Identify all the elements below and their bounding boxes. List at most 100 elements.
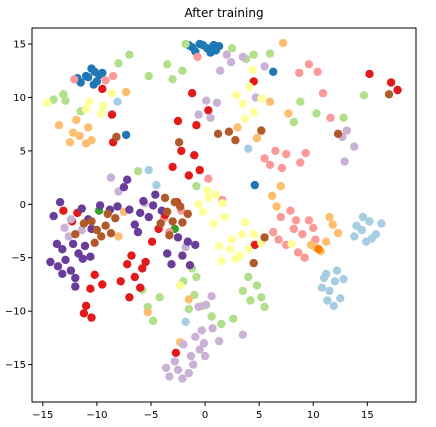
data-point <box>77 204 87 213</box>
data-point <box>309 223 318 232</box>
data-point <box>133 167 143 176</box>
data-point <box>174 138 184 147</box>
data-point <box>179 340 188 349</box>
data-point <box>240 218 250 227</box>
data-point <box>386 78 396 87</box>
data-point <box>98 68 107 78</box>
data-point <box>72 115 81 125</box>
data-point <box>136 283 145 292</box>
data-point <box>325 286 334 296</box>
data-point <box>161 363 171 372</box>
data-point <box>173 116 183 126</box>
data-point <box>186 351 196 361</box>
data-point <box>66 215 76 224</box>
data-point <box>113 202 122 211</box>
data-point <box>190 151 199 160</box>
data-point <box>269 67 278 77</box>
data-point <box>333 129 343 138</box>
data-point <box>195 345 204 354</box>
data-point <box>148 201 158 210</box>
data-point <box>314 245 323 254</box>
y-tick-label: −10 <box>5 307 26 318</box>
data-point <box>138 264 147 273</box>
data-point <box>276 181 285 191</box>
data-point <box>173 365 183 375</box>
data-point <box>58 269 67 278</box>
data-point <box>260 302 269 312</box>
data-point <box>377 219 386 228</box>
data-point <box>277 163 287 173</box>
chart-title: After training <box>184 6 263 20</box>
data-point <box>319 273 329 283</box>
data-point <box>222 50 231 59</box>
data-point <box>152 180 161 190</box>
data-point <box>200 351 210 361</box>
data-point <box>148 316 158 325</box>
data-point <box>144 165 153 175</box>
data-point <box>61 255 70 265</box>
data-point <box>367 234 376 243</box>
data-point <box>87 313 96 322</box>
data-point <box>284 109 293 118</box>
data-point <box>80 241 90 251</box>
data-point <box>112 132 121 142</box>
data-point <box>168 162 177 172</box>
data-point <box>77 225 87 235</box>
data-point <box>203 186 212 195</box>
data-point <box>237 230 246 239</box>
x-tick-label: −10 <box>86 410 107 421</box>
data-point <box>224 127 234 136</box>
data-point <box>58 245 67 254</box>
data-point <box>53 262 63 271</box>
data-point <box>151 190 160 199</box>
data-point <box>147 237 157 246</box>
data-point <box>269 227 278 237</box>
y-tick-label: −5 <box>11 253 26 264</box>
data-point <box>233 123 242 132</box>
data-point <box>340 157 349 166</box>
data-point <box>198 40 208 50</box>
data-point <box>214 336 224 346</box>
data-point <box>350 142 359 151</box>
data-point <box>184 368 193 378</box>
data-point <box>231 136 240 145</box>
data-point <box>111 214 120 223</box>
data-point <box>98 84 107 94</box>
data-point <box>168 75 177 84</box>
data-point <box>116 277 125 286</box>
data-point <box>194 110 203 119</box>
data-point <box>332 266 342 275</box>
data-point <box>226 58 236 67</box>
data-point <box>106 229 116 238</box>
x-tick-label: 15 <box>361 410 374 421</box>
data-point <box>113 97 122 106</box>
data-point <box>238 286 248 296</box>
data-point <box>240 114 250 124</box>
data-point <box>155 293 164 302</box>
y-axis: −15 −10 −5 0 5 10 15 <box>5 40 32 371</box>
data-point <box>249 108 258 117</box>
data-point <box>265 49 275 58</box>
data-point <box>193 52 202 62</box>
data-point <box>46 257 55 267</box>
data-point <box>75 131 84 141</box>
data-point <box>252 133 262 143</box>
data-point <box>68 128 78 137</box>
data-point <box>71 230 80 239</box>
data-point <box>49 95 58 104</box>
data-point <box>365 69 374 79</box>
data-point <box>184 304 193 314</box>
data-point <box>101 221 110 230</box>
data-point <box>189 360 198 369</box>
data-point <box>49 211 58 221</box>
y-tick-label: 15 <box>13 40 26 51</box>
data-point <box>85 97 94 106</box>
data-point <box>183 237 192 246</box>
data-point <box>248 65 257 74</box>
data-point <box>170 357 179 366</box>
data-point <box>130 272 139 282</box>
data-point <box>238 52 248 62</box>
data-point <box>163 60 172 69</box>
data-point <box>81 301 91 310</box>
